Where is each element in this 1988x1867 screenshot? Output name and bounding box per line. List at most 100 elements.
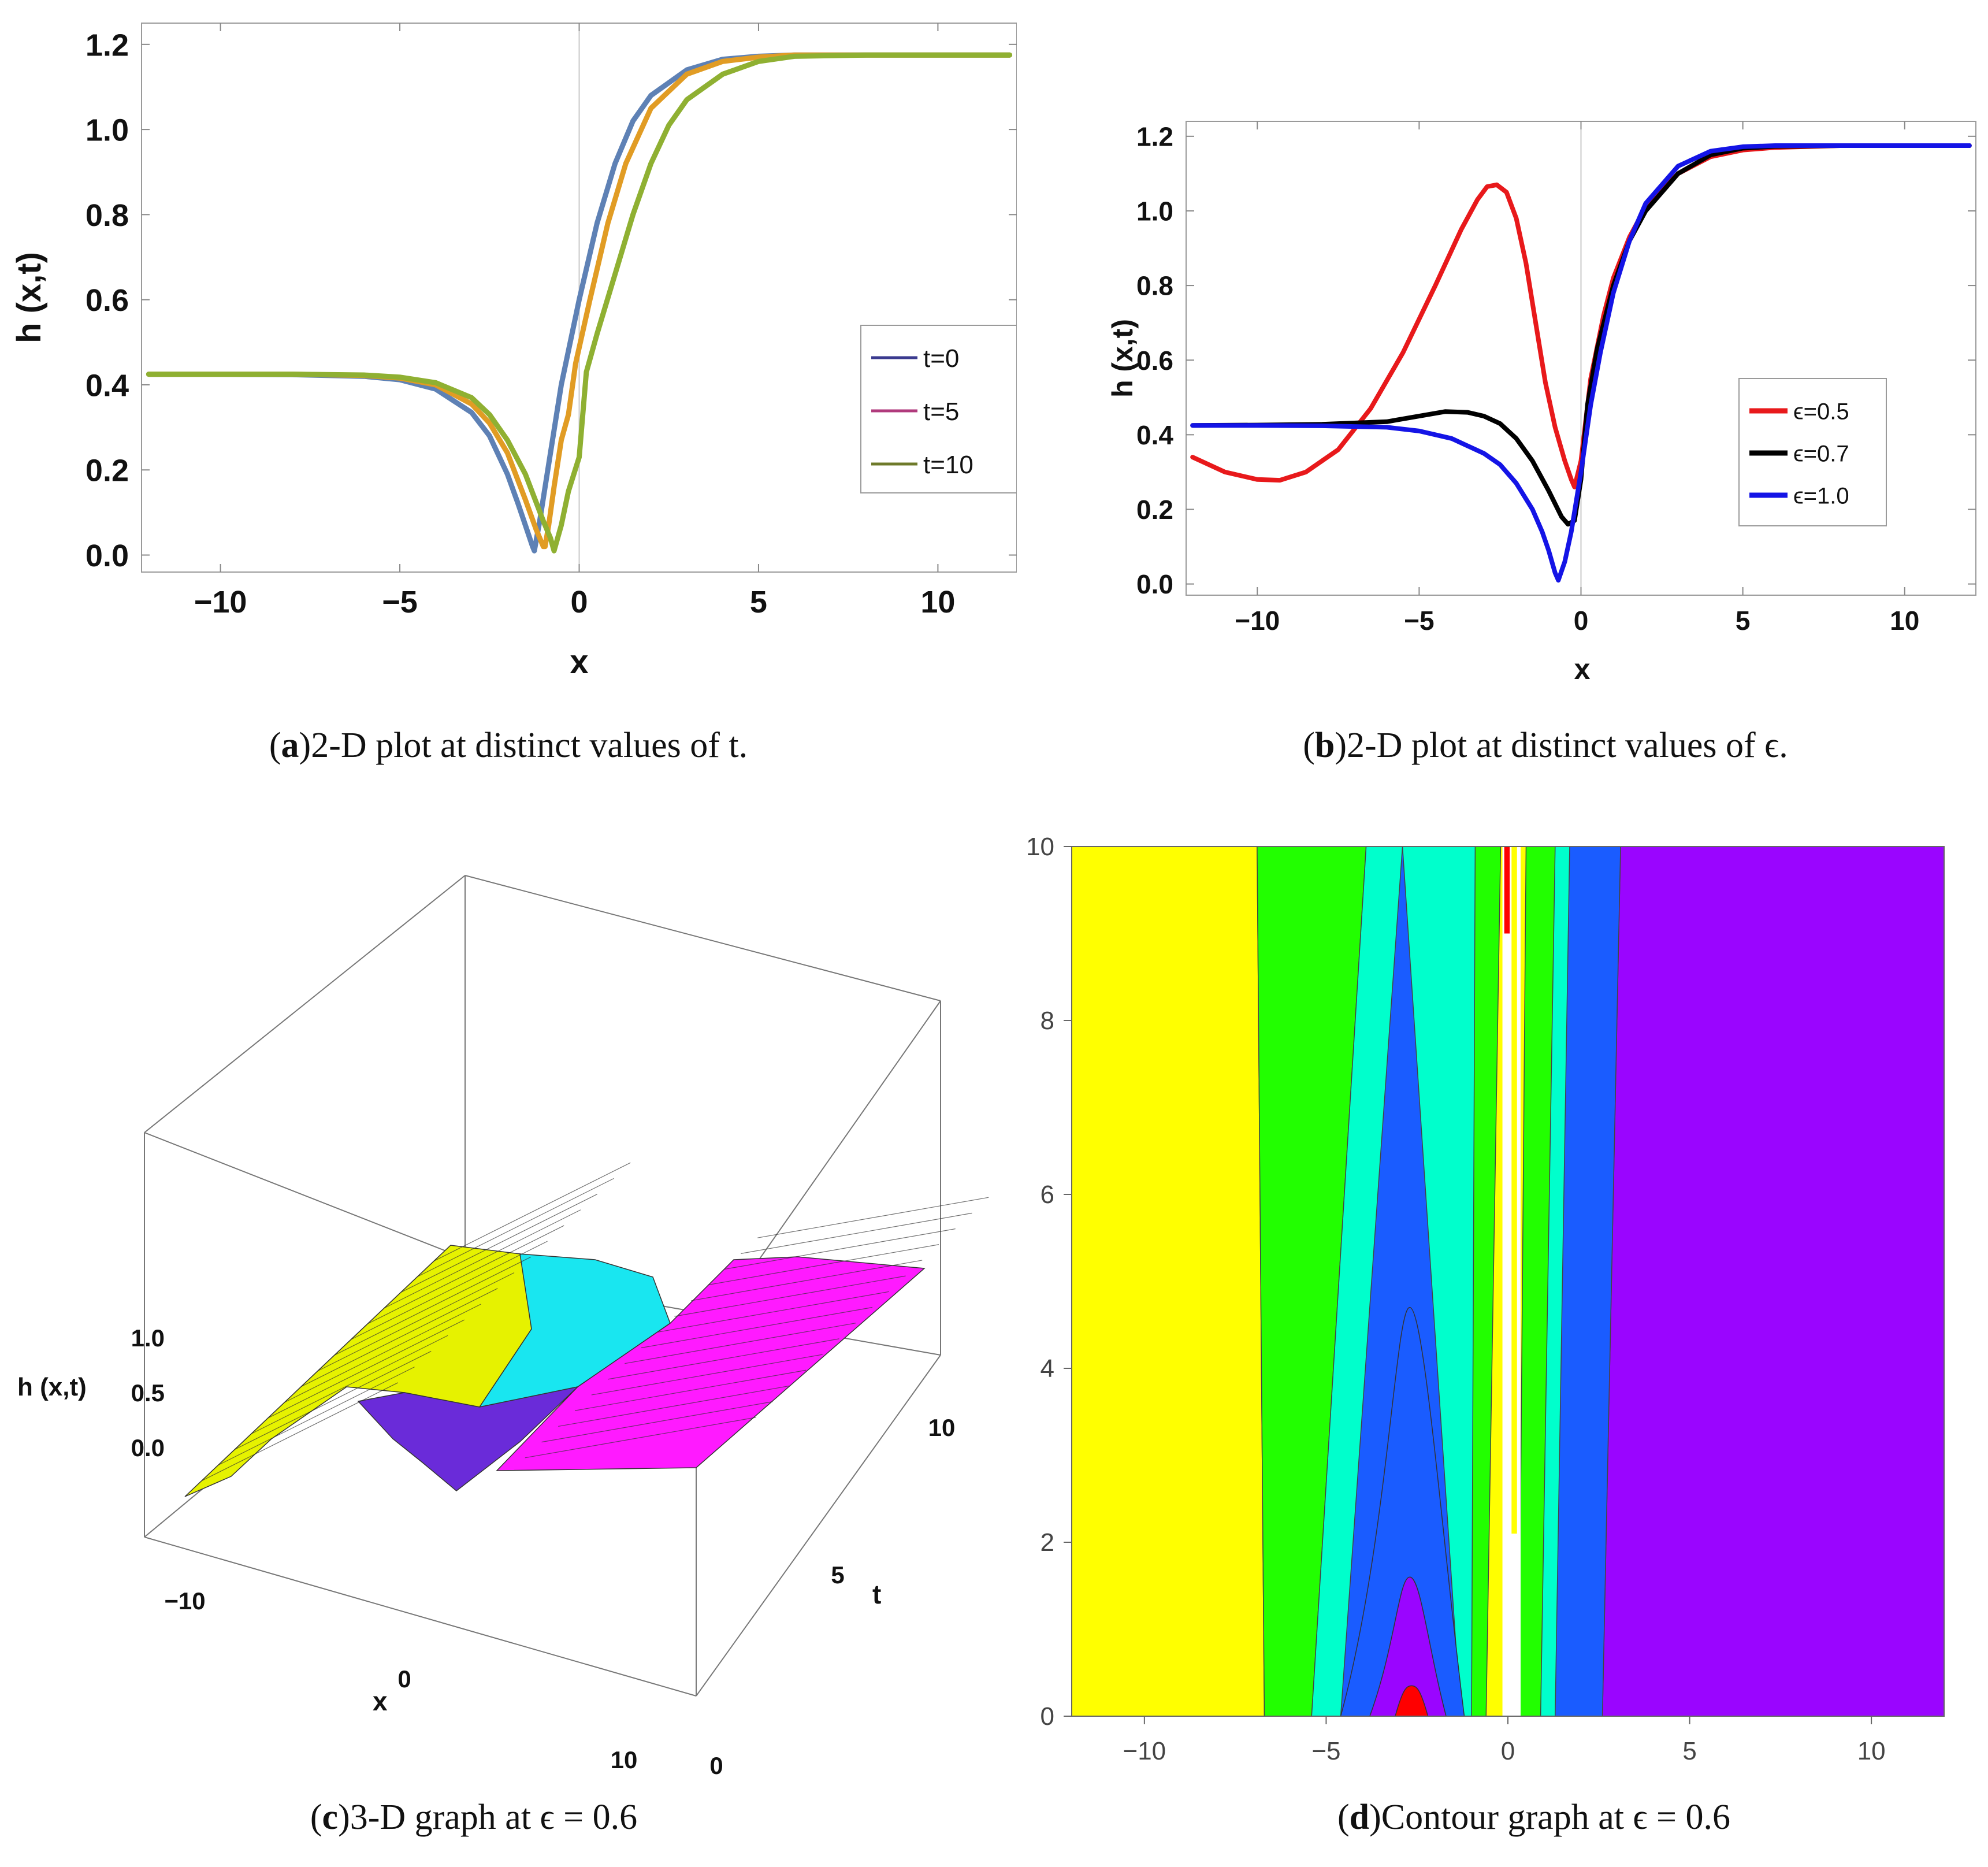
- legend-label: ϵ=1.0: [1793, 483, 1849, 508]
- x-tick-label: 10: [1890, 606, 1919, 636]
- mesh-line: [251, 1335, 448, 1434]
- z-axis-label: h (x,t): [17, 1373, 87, 1401]
- y-axis-label: h (x,t): [10, 252, 48, 343]
- y-tick-label: 8: [1041, 1007, 1054, 1035]
- contour-band-yellow: [1071, 846, 1265, 1717]
- mesh-line: [384, 1209, 581, 1309]
- x-tick-label: 0: [1501, 1737, 1515, 1765]
- y-tick-label: 10: [928, 1414, 956, 1441]
- x-tick-label: 5: [1736, 606, 1751, 636]
- x-axis-label: x: [373, 1686, 388, 1716]
- chart-a: −10 −5 0 5 10 0.0 0.2 0.4 0.6 0.8 1.0 1.2 x h (x,t) t=…: [10, 23, 1017, 681]
- contour-blob-red: [1394, 1685, 1429, 1717]
- x-tick-label: 10: [1857, 1737, 1886, 1765]
- mesh-line: [674, 1275, 906, 1317]
- x-tick-label: 5: [1682, 1737, 1696, 1765]
- mesh-line: [574, 1369, 807, 1411]
- caption-a: (a)2-D plot at distinct values of t.: [269, 726, 748, 765]
- x-tick-label: −10: [1235, 606, 1280, 636]
- y-tick-label: 5: [831, 1561, 844, 1588]
- x-tick-label: −10: [1123, 1737, 1166, 1765]
- caption-d: (d)Contour graph at ϵ = 0.6: [1337, 1798, 1730, 1837]
- surface-dip: [357, 1386, 579, 1491]
- mesh-line: [691, 1260, 923, 1301]
- y-tick-label: 0.8: [1136, 271, 1173, 301]
- mesh-line: [201, 1382, 399, 1482]
- y-tick-label: 0: [1041, 1702, 1054, 1731]
- y-tick-label: 0.6: [86, 283, 129, 318]
- mesh-line: [608, 1338, 839, 1380]
- mesh-line: [741, 1212, 972, 1254]
- mesh-line: [218, 1367, 415, 1466]
- contour-blob-blue: [1340, 1306, 1465, 1717]
- y-tick-label: 1.0: [1136, 196, 1173, 227]
- mesh-line: [234, 1350, 432, 1450]
- mesh-line: [525, 1417, 756, 1458]
- mesh-line: [400, 1194, 598, 1293]
- x-tick-label: −10: [194, 585, 247, 619]
- y-tick-label: 1.2: [1136, 121, 1173, 151]
- x-tick-label: 0: [1574, 606, 1589, 636]
- mesh-line: [351, 1241, 548, 1340]
- y-tick-label: 0.6: [1136, 346, 1173, 376]
- x-axis-label: x: [1574, 653, 1591, 685]
- mesh-line: [707, 1244, 939, 1286]
- y-axis-label: h (x,t): [1106, 319, 1139, 398]
- mesh-line: [317, 1272, 515, 1372]
- y-tick-label: 0.4: [1136, 420, 1173, 450]
- y-tick-label: 0.2: [1136, 495, 1173, 525]
- series-line-3: [1190, 143, 1972, 583]
- mesh-line: [367, 1225, 564, 1324]
- caption-b: (b)2-D plot at distinct values of ϵ.: [1303, 726, 1788, 765]
- x-tick-label: −5: [382, 585, 418, 619]
- surface-right-plateau: [496, 1256, 926, 1471]
- y-tick-label: 0.4: [86, 368, 129, 403]
- mesh-line: [334, 1256, 532, 1356]
- mesh-line: [433, 1162, 631, 1261]
- mesh-line: [300, 1288, 498, 1387]
- mesh-line: [591, 1354, 823, 1395]
- mesh-line: [757, 1197, 989, 1238]
- chart-b: −10 −5 0 5 10 0.0 0.2 0.4 0.6 0.8 1.0 1.2 x h (x,t) ϵ=…: [1106, 121, 1976, 685]
- x-tick-label: 0: [397, 1665, 411, 1692]
- y-tick-label: 1.0: [86, 113, 129, 148]
- legend-label: t=5: [923, 398, 959, 426]
- box-edge: [144, 875, 466, 1133]
- mesh-line: [657, 1291, 889, 1332]
- series-line-3: [146, 52, 1013, 554]
- contour-blob-purple: [1369, 1576, 1447, 1717]
- legend-label: t=10: [923, 451, 973, 479]
- mesh-line: [267, 1319, 465, 1419]
- x-tick-label: 0: [570, 585, 588, 619]
- box-edge: [696, 1354, 941, 1697]
- y-tick-label: 0: [709, 1752, 723, 1779]
- mesh-line: [641, 1306, 873, 1349]
- z-tick-label: 0.5: [131, 1379, 165, 1406]
- chart-d: −10 −5 0 5 10 0 2 4 6 8 10: [1026, 833, 1945, 1765]
- x-tick-label: −5: [1404, 606, 1434, 636]
- box-edge: [144, 1536, 697, 1697]
- y-tick-label: 6: [1041, 1181, 1054, 1209]
- mesh-line: [625, 1323, 856, 1364]
- x-tick-label: 10: [920, 585, 955, 619]
- mesh-line: [724, 1228, 956, 1270]
- y-tick-label: 0.0: [86, 539, 129, 573]
- x-tick-label: −5: [1311, 1737, 1340, 1765]
- caption-c: (c)3-D graph at ϵ = 0.6: [310, 1798, 638, 1837]
- y-tick-label: 4: [1041, 1354, 1054, 1383]
- y-tick-label: 1.2: [86, 28, 129, 62]
- z-tick-label: 1.0: [131, 1324, 165, 1352]
- y-tick-label: 0.8: [86, 198, 129, 233]
- box-edge: [465, 875, 941, 1001]
- y-tick-label: 10: [1026, 833, 1054, 861]
- z-tick-label: 0.0: [131, 1434, 165, 1461]
- y-tick-label: 0.2: [86, 454, 129, 488]
- contour-band-red-thin: [1504, 847, 1510, 934]
- y-tick-label: 2: [1041, 1528, 1054, 1557]
- x-axis-label: x: [570, 643, 588, 681]
- x-tick-label: 10: [611, 1746, 638, 1773]
- y-tick-label: 0.0: [1136, 569, 1173, 599]
- legend-label: ϵ=0.7: [1793, 441, 1849, 466]
- mesh-line: [541, 1401, 773, 1443]
